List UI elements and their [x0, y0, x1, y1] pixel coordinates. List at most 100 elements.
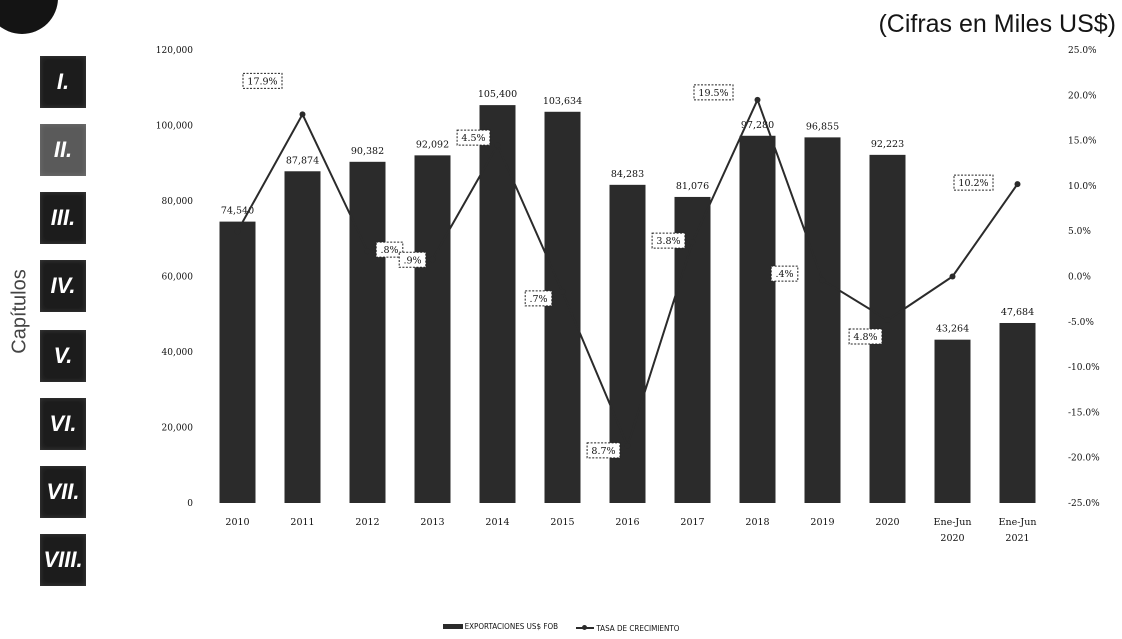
- category-label: 2019: [810, 517, 834, 528]
- category-label-line1: Ene-Jun: [934, 517, 972, 528]
- bar-value-label: 84,283: [611, 169, 644, 180]
- bar: [544, 111, 581, 503]
- growth-rate-point: [754, 96, 761, 103]
- category-label: 2016: [615, 517, 639, 528]
- growth-rate-point: [364, 248, 371, 255]
- category-label: 2011: [290, 517, 314, 528]
- rate-callout-box: [375, 241, 404, 258]
- rate-callout-label: .4%: [775, 269, 793, 280]
- growth-rate-point: [559, 288, 566, 295]
- right-axis-tick: -10.0%: [1068, 363, 1100, 373]
- rate-callout-label: 17.9%: [247, 76, 277, 87]
- left-axis-tick: 100,000: [156, 122, 193, 132]
- bar: [414, 155, 451, 503]
- right-axis-tick: 10.0%: [1068, 182, 1097, 192]
- left-axis-tick: 60,000: [162, 273, 194, 283]
- bar-value-label: 81,076: [676, 181, 709, 192]
- left-axis-tick: 40,000: [162, 348, 194, 358]
- right-axis-tick: 15.0%: [1068, 137, 1097, 147]
- rate-callout-box: [524, 290, 553, 307]
- rate-callout-box: [242, 72, 283, 89]
- bar-value-label: 47,684: [1001, 307, 1034, 318]
- legend-bar-swatch: [442, 624, 463, 629]
- growth-rate-point: [429, 256, 436, 263]
- legend-line-label: TASA DE CRECIMIENTO: [596, 623, 680, 633]
- rate-callout-box: [953, 174, 994, 191]
- left-axis-tick: 120,000: [156, 46, 193, 56]
- bar-value-label: 105,400: [478, 89, 517, 100]
- rate-callout-label: 10.2%: [958, 178, 988, 189]
- rate-callout-box: [586, 442, 621, 459]
- growth-rate-point: [299, 111, 306, 118]
- category-label: 2017: [680, 517, 704, 528]
- growth-rate-point: [234, 228, 241, 235]
- chapter-tab-8[interactable]: VIII.: [40, 534, 86, 586]
- chapter-tab-2[interactable]: II.: [40, 124, 86, 176]
- right-axis-tick: -15.0%: [1068, 408, 1100, 418]
- legend-item-line: TASA DE CRECIMIENTO: [576, 624, 679, 633]
- bar: [284, 171, 321, 504]
- bar: [739, 135, 776, 503]
- bar: [219, 221, 256, 503]
- bar-value-label: 87,874: [286, 155, 319, 166]
- legend-line-swatch: [576, 625, 595, 630]
- rate-callout-box: [456, 129, 491, 146]
- chapter-tab-7[interactable]: VII.: [40, 466, 86, 518]
- left-axis-tick: 0: [187, 499, 193, 509]
- growth-rate-point: [689, 239, 696, 246]
- category-label: 2012: [355, 517, 379, 528]
- bar: [999, 322, 1036, 503]
- growth-rate-point: [1014, 181, 1021, 188]
- bar: [804, 137, 841, 503]
- category-label: 2018: [745, 517, 769, 528]
- bar-value-label: 74,540: [221, 206, 254, 217]
- rate-callout-label: .7%: [529, 294, 547, 305]
- bar-value-label: 103,634: [543, 96, 582, 107]
- bar-value-label: 43,264: [936, 324, 969, 335]
- chapter-tab-5[interactable]: V.: [40, 330, 86, 382]
- rate-callout-label: .9%: [403, 255, 421, 266]
- growth-rate-point: [884, 316, 891, 323]
- rate-callout-box: [651, 232, 686, 249]
- category-label: 2014: [485, 517, 509, 528]
- left-axis-tick: 80,000: [162, 197, 194, 207]
- legend-bars-label: EXPORTACIONES US$ FOB: [464, 622, 559, 631]
- category-label: 2015: [550, 517, 574, 528]
- right-axis-tick: 0.0%: [1068, 273, 1091, 283]
- bar-value-label: 96,855: [806, 121, 839, 132]
- chapter-tab-6[interactable]: VI.: [40, 398, 86, 450]
- legend-item-bars: EXPORTACIONES US$ FOB: [442, 622, 559, 631]
- bar-value-label: 97,280: [741, 120, 774, 131]
- rate-callout-label: 4.5%: [461, 133, 485, 144]
- bar: [479, 105, 516, 504]
- rate-callout-label: 19.5%: [698, 88, 728, 99]
- right-axis-tick: 5.0%: [1068, 227, 1091, 237]
- bar-value-label: 92,223: [871, 139, 904, 150]
- bar-value-label: 92,092: [416, 139, 449, 150]
- right-axis-tick: -25.0%: [1068, 499, 1100, 509]
- bar: [934, 339, 971, 503]
- chapter-tab-1[interactable]: I.: [40, 56, 86, 108]
- right-axis-tick: -20.0%: [1068, 454, 1100, 464]
- category-label: 2020: [875, 517, 899, 528]
- rate-callout-label: 4.8%: [853, 332, 877, 343]
- growth-rate-point: [949, 273, 956, 280]
- category-label-line2: 2021: [1005, 533, 1029, 544]
- growth-rate-point: [494, 142, 501, 149]
- category-label: 2010: [225, 517, 249, 528]
- chapter-tab-3[interactable]: III.: [40, 192, 86, 244]
- rate-callout-box: [770, 265, 799, 282]
- chapter-tab-4[interactable]: IV.: [40, 260, 86, 312]
- bar: [349, 161, 386, 503]
- rate-callout-box: [848, 328, 883, 345]
- legend: EXPORTACIONES US$ FOB TASA DE CRECIMIENT…: [0, 622, 1122, 633]
- right-axis-tick: 25.0%: [1068, 46, 1097, 56]
- rate-callout-label: 3.8%: [656, 236, 680, 247]
- category-label-line1: Ene-Jun: [999, 517, 1037, 528]
- rate-callout-box: [693, 84, 734, 101]
- right-axis-tick: 20.0%: [1068, 91, 1097, 101]
- units-caption: (Cifras en Miles US$): [878, 10, 1116, 38]
- bar-value-label: 90,382: [351, 146, 384, 157]
- rate-callout-box: [398, 251, 427, 268]
